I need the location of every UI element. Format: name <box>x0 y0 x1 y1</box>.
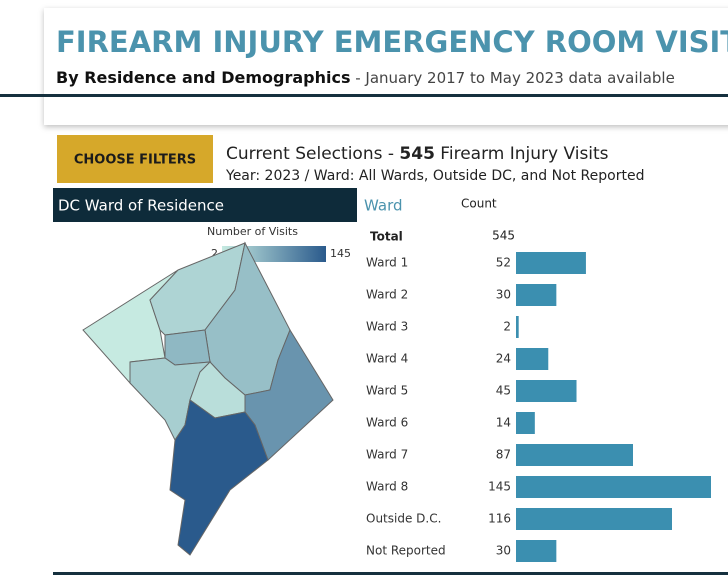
value-label: Count <box>461 197 497 211</box>
subtitle-bold: By Residence and Demographics <box>56 68 350 87</box>
value-label: 30 <box>496 288 511 302</box>
bar <box>516 508 672 530</box>
category-label: Ward 8 <box>366 480 408 494</box>
category-label: Ward 5 <box>366 384 408 398</box>
subtitle-rest: - January 2017 to May 2023 data availabl… <box>350 69 674 87</box>
bar <box>516 540 557 562</box>
title: FIREARM INJURY EMERGENCY ROOM VISITS <box>56 25 728 59</box>
legend-title: Number of Visits <box>207 225 298 238</box>
total-value: 545 <box>492 229 515 243</box>
map-header <box>53 188 357 222</box>
header-card <box>44 8 728 125</box>
bar <box>516 316 519 338</box>
subtitle: By Residence and Demographics - January … <box>56 68 675 87</box>
bar <box>516 380 577 402</box>
value-label: 14 <box>496 416 511 430</box>
bar <box>516 348 549 370</box>
filter-button[interactable] <box>57 135 213 183</box>
selection-suffix: Firearm Injury Visits <box>435 144 609 164</box>
bar <box>516 444 633 466</box>
column-label: Ward <box>364 197 403 215</box>
footer-rule <box>53 572 728 575</box>
total-label: Total <box>370 230 403 244</box>
value-label: 45 <box>496 384 511 398</box>
ward-shape[interactable] <box>169 399 269 556</box>
ward-shape[interactable] <box>164 329 211 366</box>
selection-prefix: Current Selections - <box>226 144 399 164</box>
filter-button-label[interactable]: CHOOSE FILTERS <box>74 153 196 168</box>
category-label: Ward 6 <box>366 416 408 430</box>
selection-count: 545 <box>399 144 435 164</box>
category-label: Outside D.C. <box>366 512 441 526</box>
value-label: 116 <box>488 512 511 526</box>
map <box>82 241 334 556</box>
selection-detail: Year: 2023 / Ward: All Wards, Outside DC… <box>225 168 644 184</box>
category-label: Ward 7 <box>366 448 408 462</box>
legend-max: 145 <box>330 247 351 260</box>
map-title: DC Ward of Residence <box>58 197 224 215</box>
value-label: 2 <box>503 320 511 334</box>
category-label: Ward 2 <box>366 288 408 302</box>
bar <box>516 252 586 274</box>
bar <box>516 476 711 498</box>
category-label: Ward 4 <box>366 352 408 366</box>
category-label: Ward 3 <box>366 320 408 334</box>
value-label: 24 <box>496 352 511 366</box>
legend-min: 2 <box>211 247 218 260</box>
bar <box>516 284 557 306</box>
category-label: Not Reported <box>366 544 446 558</box>
value-label: 30 <box>496 544 511 558</box>
value-label: 87 <box>496 448 511 462</box>
value-label: 52 <box>496 256 511 270</box>
bar <box>516 412 535 434</box>
header-rule <box>0 94 728 97</box>
selection: Current Selections - 545 Firearm Injury … <box>226 144 609 164</box>
value-label: 145 <box>488 480 511 494</box>
category-label: Ward 1 <box>366 256 408 270</box>
